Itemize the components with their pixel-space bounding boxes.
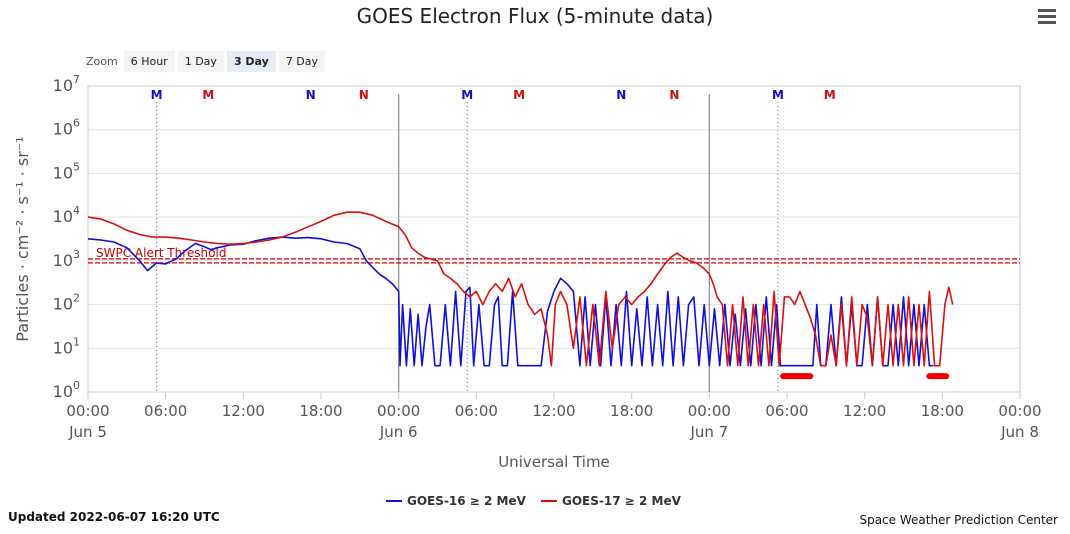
zoom-3-day-button[interactable]: 3 Day — [226, 50, 276, 72]
hamburger-menu-icon[interactable] — [1038, 9, 1056, 25]
y-axis-label: Particles · cm⁻² · s⁻¹ · sr⁻¹ — [13, 136, 32, 341]
event-marker-label: N — [306, 88, 316, 102]
x-tick-label-time: 06:00 — [765, 402, 808, 420]
legend: GOES-16 ≥ 2 MeV GOES-17 ≥ 2 MeV — [386, 494, 682, 508]
event-marker-label: M — [202, 88, 214, 102]
series-lines — [87, 211, 954, 367]
x-tick-label-time: 06:00 — [455, 402, 498, 420]
legend-item-label: GOES-17 ≥ 2 MeV — [562, 494, 682, 508]
zoom-6-hour-button[interactable]: 6 Hour — [123, 50, 175, 72]
x-tick-label-time: 06:00 — [144, 402, 187, 420]
event-marker-label: M — [513, 88, 525, 102]
legend-item-label: GOES-16 ≥ 2 MeV — [407, 494, 527, 508]
y-tick-label: 107 — [53, 73, 80, 95]
x-tick-label-time: 12:00 — [222, 402, 265, 420]
alert-threshold: SWPC Alert Threshold — [88, 246, 1020, 264]
y-tick-label: 105 — [53, 160, 80, 182]
y-tick-label: 102 — [53, 292, 80, 314]
y-tick-label: 106 — [53, 117, 80, 139]
x-tick-label-time: 18:00 — [610, 402, 653, 420]
x-tick-label-time: 00:00 — [377, 402, 420, 420]
updated-timestamp: Updated 2022-06-07 16:20 UTC — [8, 510, 220, 524]
y-tick-label: 101 — [53, 335, 80, 357]
event-marker-label: M — [772, 88, 784, 102]
y-axis: 100 101 102 103 104 105 106 107 — [53, 73, 80, 401]
x-axis-label: Universal Time — [498, 453, 610, 471]
x-tick-label-time: 00:00 — [688, 402, 731, 420]
x-tick-label-time: 00:00 — [66, 402, 109, 420]
x-tick-label-time: 18:00 — [921, 402, 964, 420]
event-marker-label: N — [616, 88, 626, 102]
event-marker-label: M — [151, 88, 163, 102]
grid-lines — [88, 85, 1020, 393]
x-tick-label-time: 12:00 — [532, 402, 575, 420]
x-tick-label-day: Jun 7 — [689, 423, 728, 441]
x-tick-label-day: Jun 5 — [68, 423, 107, 441]
y-tick-label: 103 — [53, 248, 80, 270]
credit-text: Space Weather Prediction Center — [859, 513, 1058, 527]
x-tick-label-day: Jun 6 — [379, 423, 418, 441]
zoom-label: Zoom — [86, 54, 118, 68]
series-line-goes17 — [87, 211, 954, 367]
y-tick-label: 104 — [53, 204, 80, 226]
zoom-bar: Zoom 6 Hour 1 Day 3 Day 7 Day — [86, 50, 328, 72]
zoom-7-day-button[interactable]: 7 Day — [278, 50, 326, 72]
chart-title: GOES Electron Flux (5-minute data) — [356, 4, 714, 28]
y-tick-label: 100 — [53, 379, 80, 401]
event-marker-label: N — [669, 88, 679, 102]
zoom-1-day-button[interactable]: 1 Day — [177, 50, 224, 72]
x-tick-label-day: Jun 8 — [1000, 423, 1039, 441]
event-marker-label: M — [824, 88, 836, 102]
event-marker-label: N — [359, 88, 369, 102]
x-axis: 00:00 Jun 5 06:00 12:00 18:00 00:00 Jun 6 06:00… — [66, 392, 1042, 441]
event-marker-label: M — [461, 88, 473, 102]
vertical-reference-lines — [156, 94, 779, 392]
x-tick-label-time: 12:00 — [843, 402, 886, 420]
x-tick-label-time: 18:00 — [299, 402, 342, 420]
plot-area — [87, 85, 1021, 393]
x-tick-label-time: 00:00 — [998, 402, 1041, 420]
